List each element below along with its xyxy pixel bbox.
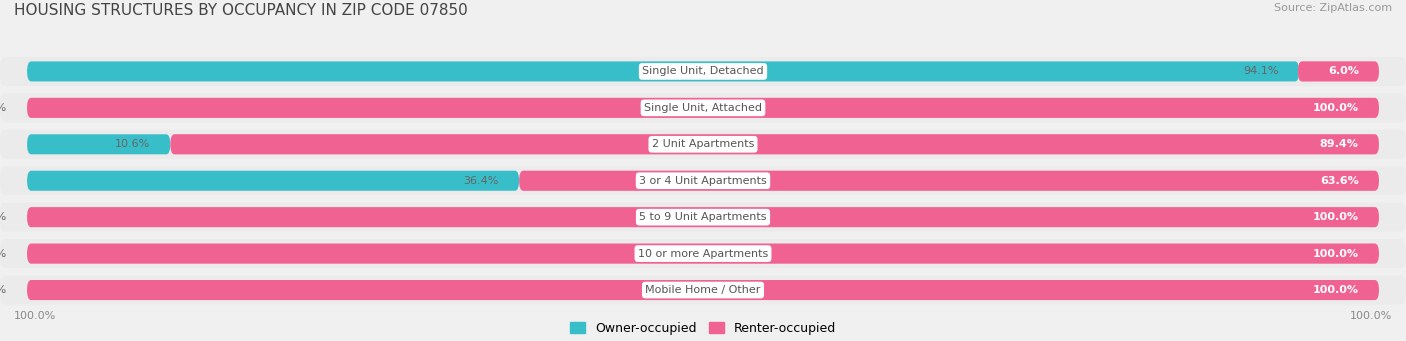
Text: 100.0%: 100.0% — [1313, 103, 1358, 113]
Text: 3 or 4 Unit Apartments: 3 or 4 Unit Apartments — [640, 176, 766, 186]
Text: 10.6%: 10.6% — [115, 139, 150, 149]
FancyBboxPatch shape — [27, 280, 1379, 300]
Text: 0.0%: 0.0% — [0, 285, 7, 295]
Text: 100.0%: 100.0% — [1313, 285, 1358, 295]
Text: Source: ZipAtlas.com: Source: ZipAtlas.com — [1274, 3, 1392, 13]
Text: 0.0%: 0.0% — [0, 103, 7, 113]
FancyBboxPatch shape — [27, 207, 1379, 227]
Text: 100.0%: 100.0% — [1313, 249, 1358, 258]
FancyBboxPatch shape — [27, 280, 1379, 300]
Text: Single Unit, Attached: Single Unit, Attached — [644, 103, 762, 113]
Text: 100.0%: 100.0% — [1350, 311, 1392, 321]
Text: 2 Unit Apartments: 2 Unit Apartments — [652, 139, 754, 149]
Text: 10 or more Apartments: 10 or more Apartments — [638, 249, 768, 258]
FancyBboxPatch shape — [0, 93, 1406, 122]
Text: 100.0%: 100.0% — [1313, 212, 1358, 222]
FancyBboxPatch shape — [519, 171, 1379, 191]
FancyBboxPatch shape — [0, 239, 1406, 268]
Text: 94.1%: 94.1% — [1243, 66, 1279, 76]
FancyBboxPatch shape — [170, 134, 1379, 154]
FancyBboxPatch shape — [27, 98, 1379, 118]
Legend: Owner-occupied, Renter-occupied: Owner-occupied, Renter-occupied — [569, 322, 837, 335]
FancyBboxPatch shape — [27, 98, 1379, 118]
Text: 63.6%: 63.6% — [1320, 176, 1358, 186]
Text: 6.0%: 6.0% — [1327, 66, 1358, 76]
FancyBboxPatch shape — [27, 243, 1379, 264]
FancyBboxPatch shape — [170, 134, 1379, 154]
FancyBboxPatch shape — [1298, 61, 1379, 81]
FancyBboxPatch shape — [27, 207, 1379, 227]
Text: 36.4%: 36.4% — [464, 176, 499, 186]
Text: 0.0%: 0.0% — [0, 249, 7, 258]
Text: Mobile Home / Other: Mobile Home / Other — [645, 285, 761, 295]
Text: 5 to 9 Unit Apartments: 5 to 9 Unit Apartments — [640, 212, 766, 222]
Text: 0.0%: 0.0% — [0, 212, 7, 222]
FancyBboxPatch shape — [0, 166, 1406, 195]
Text: Single Unit, Detached: Single Unit, Detached — [643, 66, 763, 76]
FancyBboxPatch shape — [0, 276, 1406, 305]
FancyBboxPatch shape — [0, 57, 1406, 86]
FancyBboxPatch shape — [0, 203, 1406, 232]
Text: HOUSING STRUCTURES BY OCCUPANCY IN ZIP CODE 07850: HOUSING STRUCTURES BY OCCUPANCY IN ZIP C… — [14, 3, 468, 18]
FancyBboxPatch shape — [519, 171, 1379, 191]
FancyBboxPatch shape — [27, 61, 1299, 81]
FancyBboxPatch shape — [27, 134, 170, 154]
Text: 100.0%: 100.0% — [14, 311, 56, 321]
FancyBboxPatch shape — [1298, 61, 1379, 81]
Text: 89.4%: 89.4% — [1320, 139, 1358, 149]
FancyBboxPatch shape — [0, 130, 1406, 159]
FancyBboxPatch shape — [27, 171, 519, 191]
FancyBboxPatch shape — [27, 243, 1379, 264]
